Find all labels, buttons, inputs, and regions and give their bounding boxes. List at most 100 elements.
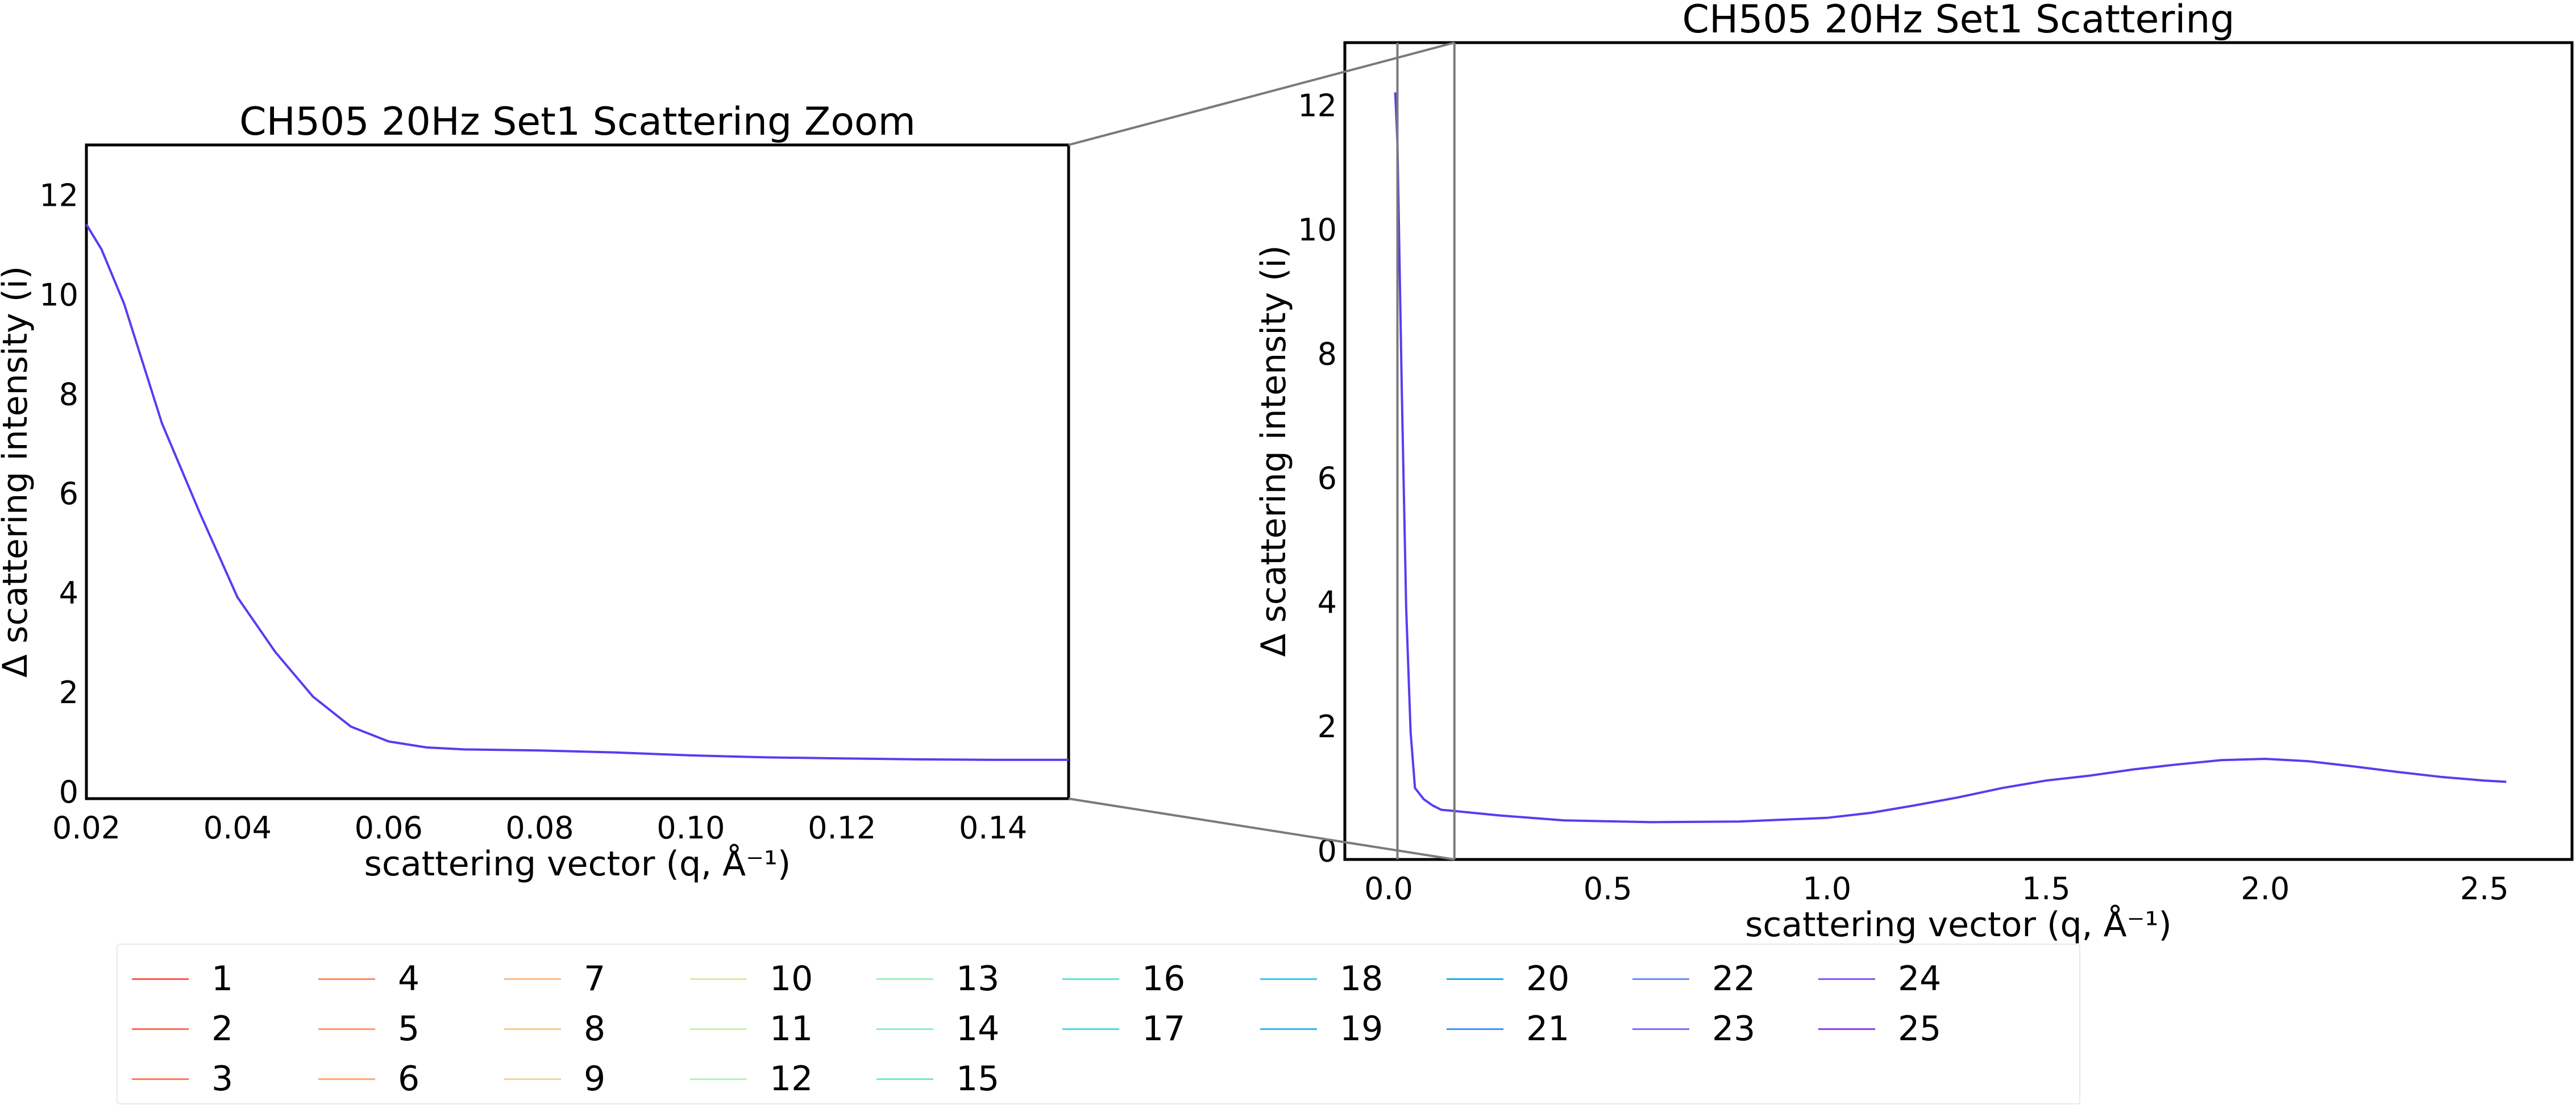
legend-swatch xyxy=(690,978,747,980)
y-tick-label: 12 xyxy=(1298,88,1337,123)
series-line xyxy=(85,223,1069,761)
y-axis-label: Δ scattering intensity (i) xyxy=(0,266,35,678)
legend-label: 14 xyxy=(956,1009,1000,1049)
legend-label: 24 xyxy=(1898,959,1942,999)
legend-item: 8 xyxy=(504,1012,605,1046)
x-tick-label: 0.12 xyxy=(808,810,876,846)
legend-label: 3 xyxy=(211,1059,234,1099)
legend-swatch xyxy=(1447,1028,1503,1030)
x-tick-label: 1.5 xyxy=(2022,871,2071,907)
legend-swatch xyxy=(690,1078,747,1080)
legend-swatch xyxy=(876,1078,933,1080)
y-tick-label: 2 xyxy=(1318,709,1337,745)
legend-label: 23 xyxy=(1712,1009,1756,1049)
y-tick-label: 8 xyxy=(1318,336,1337,372)
legend-item: 1 xyxy=(132,962,233,996)
legend-label: 20 xyxy=(1526,959,1570,999)
chart-title: CH505 20Hz Set1 Scattering xyxy=(1682,0,2234,42)
legend-swatch xyxy=(1447,978,1503,980)
legend-swatch xyxy=(1818,1028,1875,1030)
y-tick-label: 10 xyxy=(39,277,78,313)
legend-item: 6 xyxy=(318,1062,419,1096)
y-tick-label: 6 xyxy=(59,476,78,512)
legend-item: 11 xyxy=(690,1012,813,1046)
legend-swatch xyxy=(1062,1028,1119,1030)
y-tick-label: 2 xyxy=(59,675,78,711)
x-tick-label: 1.0 xyxy=(1802,871,1851,907)
legend-label: 10 xyxy=(770,959,813,999)
legend-swatch xyxy=(1260,1028,1317,1030)
legend-item: 19 xyxy=(1260,1012,1383,1046)
legend-item: 10 xyxy=(690,962,813,996)
legend-swatch xyxy=(690,1028,747,1030)
legend-swatch xyxy=(132,1028,189,1030)
y-tick-label: 0 xyxy=(59,774,78,810)
plot-frame xyxy=(85,143,1070,800)
legend-label: 7 xyxy=(584,959,606,999)
legend-item: 14 xyxy=(876,1012,999,1046)
y-tick-label: 12 xyxy=(39,177,78,213)
legend-label: 18 xyxy=(1340,959,1383,999)
x-axis-label: scattering vector (q, Å⁻¹) xyxy=(364,844,791,884)
x-tick-label: 0.5 xyxy=(1584,871,1632,907)
legend-swatch xyxy=(1632,978,1689,980)
legend-label: 1 xyxy=(211,959,234,999)
chart-title: CH505 20Hz Set1 Scattering Zoom xyxy=(239,99,916,144)
plot-frame xyxy=(1343,41,2574,861)
zoom-connector-bottom xyxy=(1068,798,1455,861)
legend-item: 23 xyxy=(1632,1012,1755,1046)
legend-label: 15 xyxy=(956,1059,1000,1099)
legend-swatch xyxy=(1062,978,1119,980)
legend-label: 21 xyxy=(1526,1009,1570,1049)
legend-swatch xyxy=(1632,1028,1689,1030)
legend-item: 25 xyxy=(1818,1012,1941,1046)
series-line xyxy=(1394,92,2507,824)
legend-swatch xyxy=(876,978,933,980)
legend-swatch xyxy=(318,1028,375,1030)
x-tick-label: 0.02 xyxy=(52,810,121,846)
y-tick-label: 4 xyxy=(59,575,78,611)
legend-item: 5 xyxy=(318,1012,419,1046)
y-axis-label: Δ scattering intensity (i) xyxy=(1254,245,1294,657)
legend-item: 17 xyxy=(1062,1012,1185,1046)
legend-swatch xyxy=(504,1078,561,1080)
legend-item: 18 xyxy=(1260,962,1383,996)
legend-label: 16 xyxy=(1142,959,1186,999)
legend-swatch xyxy=(876,1028,933,1030)
legend-item: 4 xyxy=(318,962,419,996)
legend-label: 4 xyxy=(398,959,420,999)
legend-swatch xyxy=(132,978,189,980)
legend-item: 16 xyxy=(1062,962,1185,996)
legend-item: 21 xyxy=(1447,1012,1569,1046)
legend-item: 22 xyxy=(1632,962,1755,996)
legend-item: 9 xyxy=(504,1062,605,1096)
legend-label: 22 xyxy=(1712,959,1756,999)
x-tick-label: 2.0 xyxy=(2241,871,2290,907)
legend-label: 17 xyxy=(1142,1009,1186,1049)
legend-label: 25 xyxy=(1898,1009,1942,1049)
legend-item: 7 xyxy=(504,962,605,996)
legend-item: 24 xyxy=(1818,962,1941,996)
x-tick-label: 0.04 xyxy=(203,810,272,846)
zoom-connector-top xyxy=(1068,41,1455,146)
legend-item: 12 xyxy=(690,1062,813,1096)
y-tick-label: 4 xyxy=(1318,584,1337,620)
legend-label: 6 xyxy=(398,1059,420,1099)
legend-item: 13 xyxy=(876,962,999,996)
legend-swatch xyxy=(318,978,375,980)
x-tick-label: 0.08 xyxy=(505,810,574,846)
x-tick-label: 0.10 xyxy=(657,810,725,846)
x-axis-label: scattering vector (q, Å⁻¹) xyxy=(1745,904,2172,945)
y-tick-label: 8 xyxy=(59,376,78,412)
legend-item: 2 xyxy=(132,1012,233,1046)
x-tick-label: 0.14 xyxy=(959,810,1027,846)
legend-label: 8 xyxy=(584,1009,606,1049)
legend-swatch xyxy=(504,978,561,980)
x-tick-label: 0.0 xyxy=(1364,871,1413,907)
legend-swatch xyxy=(1260,978,1317,980)
x-tick-label: 0.06 xyxy=(355,810,423,846)
legend-swatch xyxy=(132,1078,189,1080)
legend-label: 2 xyxy=(211,1009,234,1049)
legend-item: 3 xyxy=(132,1062,233,1096)
